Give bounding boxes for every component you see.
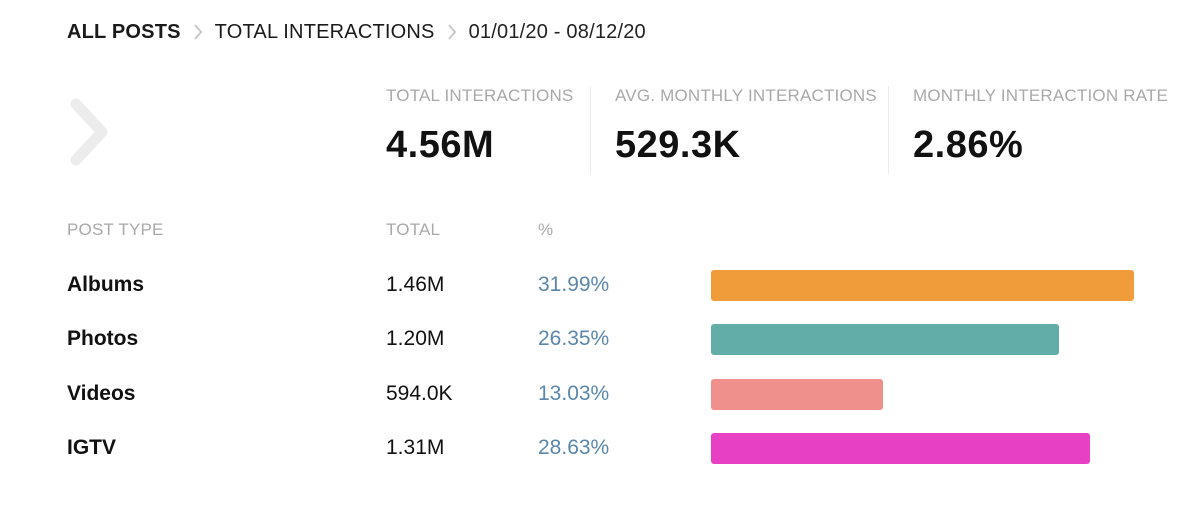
chevron-right-icon[interactable] xyxy=(62,96,118,168)
stat-monthly-interaction-rate: MONTHLY INTERACTION RATE 2.86% xyxy=(913,86,1168,167)
post-percent: 31.99% xyxy=(538,273,610,296)
chevron-right-icon xyxy=(435,22,469,42)
post-percent: 26.35% xyxy=(538,327,610,350)
table-row: Albums 1.46M 31.99% xyxy=(0,270,1200,311)
breadcrumb-date-range[interactable]: 01/01/20 - 08/12/20 xyxy=(468,20,646,43)
stat-label: MONTHLY INTERACTION RATE xyxy=(913,86,1169,105)
post-type: Photos xyxy=(67,327,139,350)
post-type: Videos xyxy=(67,382,136,405)
stat-label: TOTAL INTERACTIONS xyxy=(386,86,574,105)
post-total: 1.31M xyxy=(386,436,445,459)
post-total: 1.20M xyxy=(386,327,445,350)
post-percent: 13.03% xyxy=(538,382,610,405)
breadcrumb: ALL POSTS TOTAL INTERACTIONS 01/01/20 - … xyxy=(67,18,646,46)
table-row: IGTV 1.31M 28.63% xyxy=(0,433,1200,474)
table-row: Videos 594.0K 13.03% xyxy=(0,379,1200,420)
column-header-post-type: POST TYPE xyxy=(67,220,164,239)
chevron-right-icon xyxy=(181,22,215,42)
column-header-total: TOTAL xyxy=(386,220,441,239)
breadcrumb-all-posts[interactable]: ALL POSTS xyxy=(67,20,181,43)
breadcrumb-total-interactions[interactable]: TOTAL INTERACTIONS xyxy=(214,20,435,43)
post-type: Albums xyxy=(67,273,145,296)
stat-avg-monthly-interactions: AVG. MONTHLY INTERACTIONS 529.3K xyxy=(615,86,877,167)
share-bar xyxy=(711,324,1060,355)
divider xyxy=(590,86,591,174)
stat-value: 529.3K xyxy=(615,124,741,166)
share-bar xyxy=(711,270,1134,301)
stat-label: AVG. MONTHLY INTERACTIONS xyxy=(615,86,877,105)
stat-total-interactions: TOTAL INTERACTIONS 4.56M xyxy=(386,86,573,167)
divider xyxy=(888,86,889,174)
share-bar xyxy=(711,433,1090,464)
post-percent: 28.63% xyxy=(538,436,610,459)
stat-value: 2.86% xyxy=(913,124,1024,166)
post-total: 1.46M xyxy=(386,273,445,296)
column-header-percent: % xyxy=(538,220,554,239)
post-total: 594.0K xyxy=(386,382,453,405)
stat-value: 4.56M xyxy=(386,124,495,166)
post-type: IGTV xyxy=(67,436,117,459)
table-row: Photos 1.20M 26.35% xyxy=(0,324,1200,365)
share-bar xyxy=(711,379,884,410)
